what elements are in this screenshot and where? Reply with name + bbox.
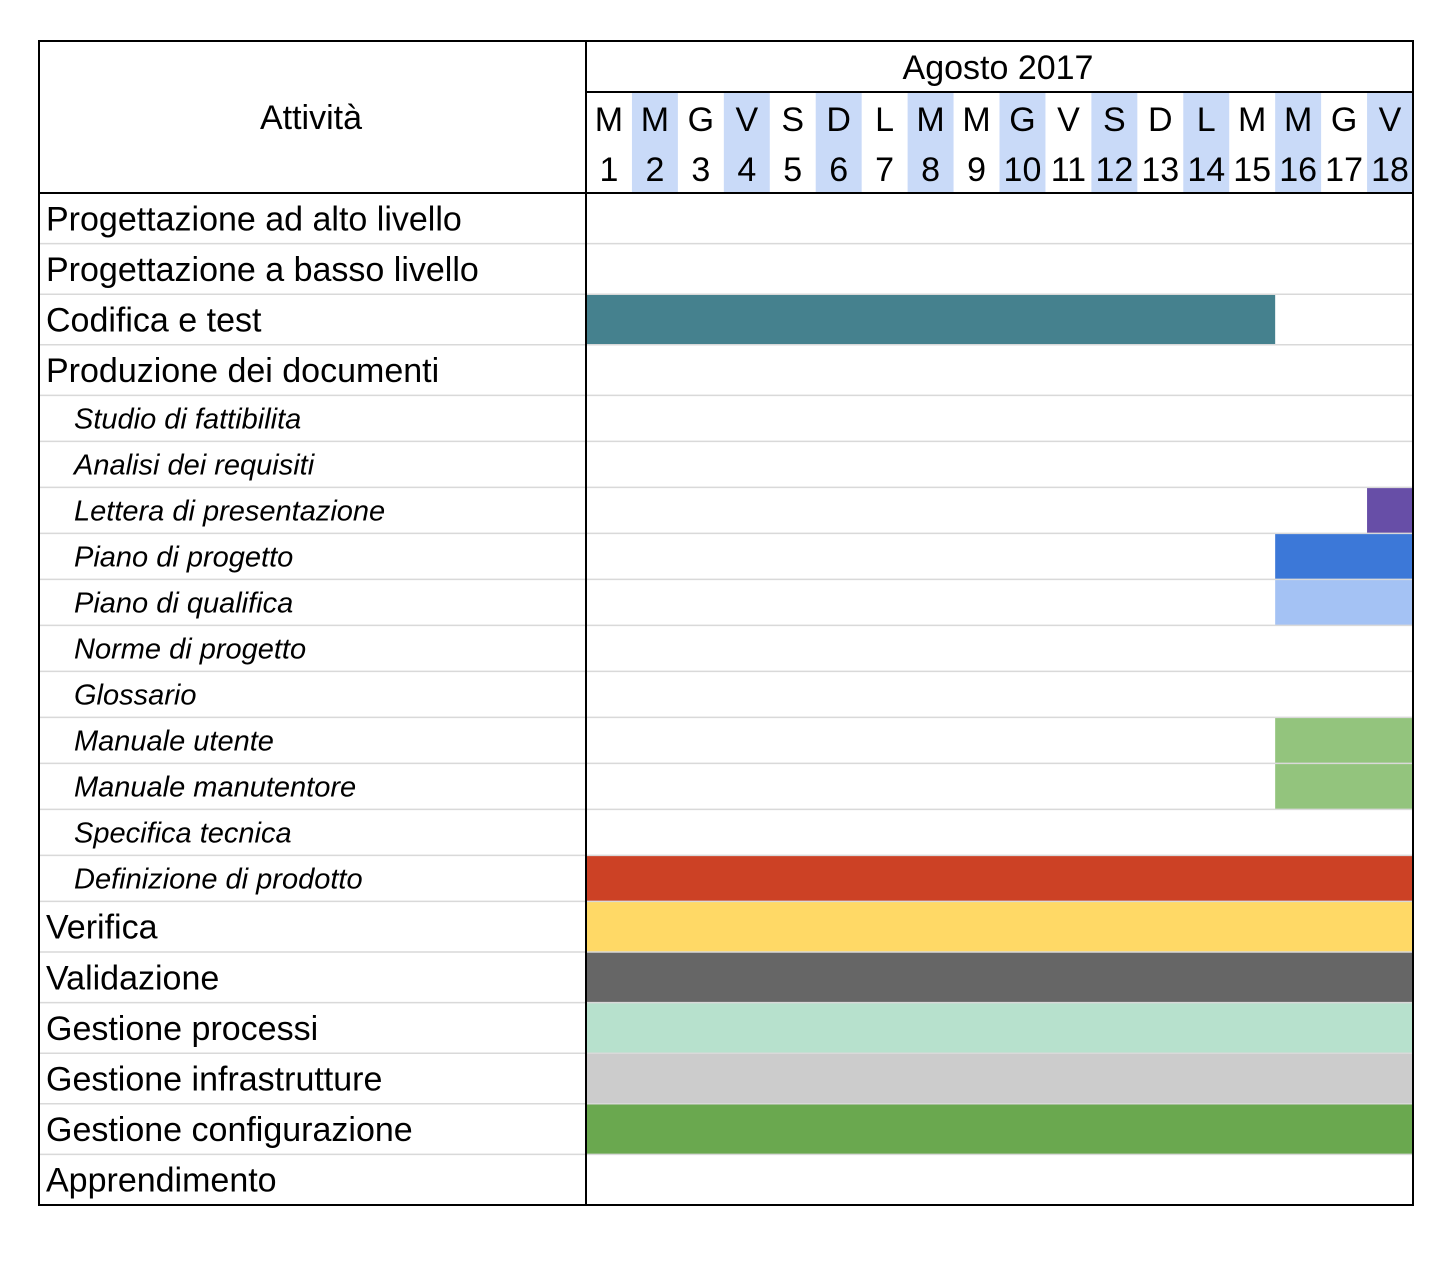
day-number-3: 3 [691, 151, 710, 189]
day-letter-2: M [641, 101, 669, 139]
day-number-1: 1 [600, 151, 619, 189]
table-border [38, 40, 1414, 1206]
day-letter-4: V [735, 101, 758, 139]
task-bar-9 [1275, 579, 1413, 626]
day-shade-10 [999, 92, 1046, 193]
day-number-14: 14 [1187, 151, 1225, 189]
day-letter-11: V [1057, 101, 1080, 139]
day-letter-17: G [1331, 101, 1357, 139]
day-letter-5: S [781, 101, 804, 139]
day-shade-16 [1275, 92, 1322, 193]
task-label-6: Analisi dei requisiti [72, 449, 316, 481]
day-number-9: 9 [967, 151, 986, 189]
task-label-21: Apprendimento [46, 1162, 277, 1200]
day-shade-2 [631, 92, 678, 193]
task-label-8: Piano di progetto [74, 541, 293, 573]
day-shade-4 [723, 92, 770, 193]
task-bars [586, 294, 1413, 1155]
day-number-6: 6 [829, 151, 848, 189]
task-label-3: Codifica e test [46, 302, 262, 340]
task-bar-13 [1275, 763, 1413, 810]
task-label-17: Validazione [46, 959, 219, 997]
day-letter-9: M [962, 101, 990, 139]
day-letter-12: S [1103, 101, 1126, 139]
day-letter-1: M [595, 101, 623, 139]
task-label-16: Verifica [46, 909, 158, 947]
day-letter-3: G [688, 101, 714, 139]
task-bar-7 [1367, 487, 1413, 534]
day-number-4: 4 [737, 151, 756, 189]
day-number-15: 15 [1233, 151, 1271, 189]
task-bar-19 [586, 1053, 1413, 1104]
day-letter-10: G [1009, 101, 1035, 139]
task-label-13: Manuale manutentore [74, 771, 356, 803]
task-label-15: Definizione di prodotto [74, 863, 363, 895]
day-number-10: 10 [1004, 151, 1042, 189]
day-letter-18: V [1379, 101, 1402, 139]
day-labels: M1M2G3V4S5D6L7M8M9G10V11S12D13L14M15M16G… [595, 101, 1409, 189]
task-labels: Progettazione ad alto livello Progettazio… [46, 200, 479, 1199]
task-bar-3 [586, 294, 1276, 345]
day-number-12: 12 [1095, 151, 1133, 189]
day-shade-14 [1183, 92, 1230, 193]
day-number-8: 8 [921, 151, 940, 189]
task-label-2: Progettazione a basso livello [46, 251, 479, 289]
task-label-11: Glossario [74, 679, 197, 711]
outer-border [38, 40, 1414, 1206]
activity-column-header: Attività [260, 99, 362, 137]
task-bar-17 [586, 952, 1413, 1003]
task-bar-12 [1275, 717, 1413, 764]
task-label-9: Piano di qualifica [74, 587, 293, 619]
day-number-5: 5 [783, 151, 802, 189]
day-shade-12 [1091, 92, 1138, 193]
day-letter-16: M [1284, 101, 1312, 139]
day-number-11: 11 [1051, 151, 1086, 189]
task-bar-18 [586, 1002, 1413, 1054]
day-shade-6 [815, 92, 862, 193]
day-shading [631, 92, 1413, 193]
day-shade-18 [1367, 92, 1413, 193]
grid-lines [39, 242, 1413, 1156]
day-letter-15: M [1238, 101, 1266, 139]
task-label-10: Norme di progetto [74, 633, 306, 665]
task-bar-8 [1275, 533, 1413, 580]
task-bar-15 [586, 855, 1413, 902]
month-header: Agosto 2017 [903, 49, 1094, 87]
day-shade-8 [907, 92, 954, 193]
task-label-20: Gestione configurazione [46, 1111, 413, 1149]
day-number-18: 18 [1371, 151, 1409, 189]
day-letter-14: L [1197, 101, 1216, 139]
day-number-2: 2 [645, 151, 664, 189]
task-bar-20 [586, 1103, 1413, 1155]
day-letter-13: D [1148, 101, 1173, 139]
day-number-17: 17 [1325, 151, 1363, 189]
task-label-12: Manuale utente [74, 725, 274, 757]
day-number-13: 13 [1141, 151, 1179, 189]
day-letter-7: L [875, 101, 894, 139]
day-number-16: 16 [1279, 151, 1317, 189]
task-label-19: Gestione infrastrutture [46, 1061, 382, 1099]
day-number-7: 7 [875, 151, 894, 189]
day-letter-6: D [826, 101, 851, 139]
task-label-1: Progettazione ad alto livello [46, 200, 462, 238]
task-label-4: Produzione dei documenti [46, 352, 439, 390]
task-label-7: Lettera di presentazione [74, 495, 385, 527]
day-letter-8: M [916, 101, 944, 139]
task-label-14: Specifica tecnica [74, 817, 292, 849]
task-label-18: Gestione processi [46, 1010, 318, 1048]
task-bar-16 [586, 901, 1413, 952]
task-label-5: Studio di fattibilita [74, 403, 301, 435]
